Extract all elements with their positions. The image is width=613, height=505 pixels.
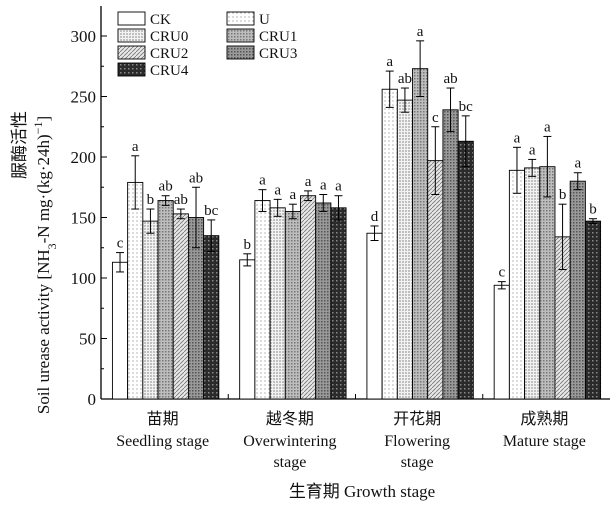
bar-cru0-2 [396, 99, 413, 400]
bar-cru0-1 [269, 207, 286, 400]
bar-u-2 [381, 88, 398, 400]
significance-label: b [244, 237, 252, 253]
significance-label: c [432, 110, 439, 126]
legend-swatch-cru2 [117, 45, 146, 60]
bar-cru4-0 [203, 235, 220, 400]
category-label-cn: 越冬期 [266, 410, 314, 428]
significance-label: c [498, 265, 505, 281]
bar-cru2-1 [300, 195, 317, 400]
significance-label: a [529, 142, 536, 158]
significance-label: b [559, 187, 567, 203]
bar-ck-1 [239, 259, 256, 400]
legend-label: U [259, 12, 270, 28]
bar-cru0-0 [142, 220, 159, 400]
significance-label: ab [174, 192, 188, 208]
significance-label: a [544, 119, 551, 135]
y-axis-title: 脲酶活性 Soil urease activity [NH3-N mg·(kg·… [10, 111, 59, 414]
significance-label: a [132, 139, 139, 155]
bar-u-1 [254, 200, 271, 400]
significance-label: ab [159, 179, 173, 195]
category-label-en: stage [401, 454, 434, 471]
legend-swatch-cru1 [226, 28, 255, 43]
x-axis-labels: 苗期 Seedling stage 越冬期 Overwintering stage 开花期… [116, 410, 586, 471]
category-label-cn: 成熟期 [520, 410, 568, 428]
bar-cru2-2 [427, 160, 444, 400]
significance-label: a [259, 173, 266, 189]
bar-cru4-3 [584, 220, 602, 400]
significance-label: a [386, 54, 393, 70]
bar-cru4-1 [330, 207, 347, 400]
significance-label: ab [398, 71, 412, 87]
significance-label: bc [459, 99, 474, 115]
bar-cru1-2 [412, 68, 429, 400]
legend-label: CRU4 [150, 63, 189, 79]
legend-label: CRU3 [259, 46, 297, 62]
significance-label: a [514, 130, 521, 146]
category-label-en: stage [273, 454, 306, 471]
x-axis-title: 生育期 Growth stage [289, 482, 435, 501]
bar-ck-3 [493, 284, 510, 400]
category-label-en: Mature stage [503, 433, 586, 450]
legend-swatch-u [226, 11, 255, 26]
legend-swatch-cru4 [117, 62, 146, 77]
category-label-en: Overwintering [243, 433, 336, 450]
significance-label: b [147, 192, 155, 208]
bar-cru1-3 [539, 166, 556, 400]
significance-label: bc [204, 203, 219, 219]
category-label-cn: 苗期 [147, 410, 179, 428]
significance-label: b [589, 202, 597, 218]
bar-u-3 [508, 169, 526, 400]
significance-label: a [335, 179, 342, 195]
y-axis-title-cn: 脲酶活性 [10, 111, 29, 179]
legend-label: CRU0 [150, 29, 188, 45]
bar-cru1-1 [284, 210, 301, 400]
y-tick-label: 0 [88, 390, 97, 409]
legend-swatch-cru0 [117, 28, 146, 43]
significance-label: a [290, 187, 297, 203]
y-tick-label: 150 [71, 209, 97, 228]
significance-label: ab [189, 170, 203, 186]
legend-label: CK [150, 12, 171, 28]
legend-swatch-cru3 [226, 45, 255, 60]
y-axis-title-en: Soil urease activity [NH3-N mg·(kg·24h)−… [31, 116, 59, 414]
y-tick-label: 200 [71, 148, 97, 167]
bar-ck-0 [111, 261, 129, 400]
y-tick-label: 50 [79, 330, 96, 349]
bar-cru4-2 [457, 140, 474, 400]
y-tick-label: 250 [71, 88, 97, 107]
bar-cru3-2 [442, 109, 459, 400]
bar-cru2-0 [172, 213, 189, 400]
significance-label: a [417, 24, 424, 40]
category-label-cn: 开花期 [393, 410, 441, 428]
bar-cru3-3 [569, 180, 586, 400]
significance-label: a [320, 178, 327, 194]
significance-label: a [274, 182, 281, 198]
significance-label: a [305, 174, 312, 190]
significance-label: a [574, 156, 581, 172]
bar-ck-2 [366, 232, 383, 400]
bar-cru1-0 [157, 200, 174, 400]
significance-label: ab [443, 71, 457, 87]
bar-cru0-3 [524, 167, 541, 400]
y-tick-label: 100 [71, 269, 97, 288]
category-label-en: Seedling stage [116, 433, 209, 450]
legend-swatch-ck [117, 11, 146, 26]
y-tick-label: 300 [71, 27, 97, 46]
bar-cru3-1 [315, 202, 332, 400]
bar-u-0 [127, 181, 144, 400]
category-label-en: Flowering [384, 433, 450, 450]
legend-label: CRU1 [259, 29, 297, 45]
significance-label: c [117, 236, 124, 252]
significance-label: d [371, 209, 379, 225]
legend-label: CRU2 [150, 46, 188, 62]
